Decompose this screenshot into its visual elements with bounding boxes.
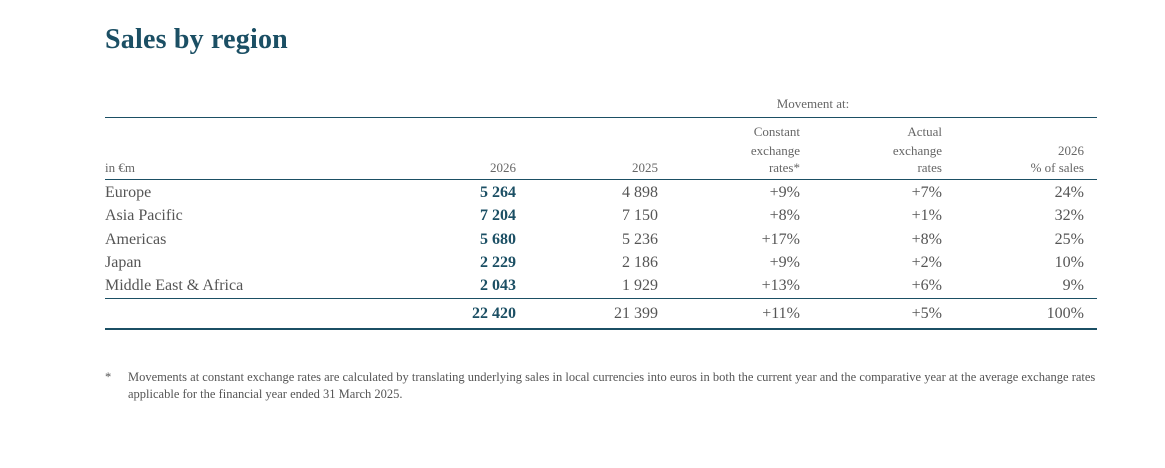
movement-header: Movement at: <box>776 96 850 111</box>
movement-constant-rates: +17% <box>761 231 800 248</box>
unit-label: in €m <box>105 160 135 175</box>
header-pct-line-1: 2026 <box>1058 143 1084 158</box>
header-cer-line-3: rates* <box>768 160 800 175</box>
movement-constant-rates: +8% <box>769 207 800 224</box>
header-cer-line-2: exchange <box>750 143 800 158</box>
total-sales-2026: 22 420 <box>472 305 516 322</box>
footnote-mark: * <box>105 370 112 384</box>
percent-of-sales: 24% <box>1054 184 1084 201</box>
region-name: Middle East & Africa <box>105 277 244 294</box>
table-row: Asia Pacific 7 204 7 150 +8% +1% 32% <box>105 204 1097 227</box>
sales-2026: 5 680 <box>480 231 516 248</box>
sales-2025: 2 186 <box>622 254 658 271</box>
sales-2025: 1 929 <box>622 277 658 294</box>
sales-2026: 5 264 <box>480 184 516 201</box>
header-cer-line-1: Constant <box>753 124 800 139</box>
percent-of-sales: 10% <box>1054 254 1084 271</box>
sales-2026: 2 043 <box>480 277 516 294</box>
movement-constant-rates: +9% <box>769 254 800 271</box>
percent-of-sales: 9% <box>1062 277 1084 294</box>
header-aer-line-2: exchange <box>892 143 942 158</box>
table-row: Middle East & Africa 2 043 1 929 +13% +6… <box>105 274 1097 297</box>
sales-2026: 7 204 <box>480 207 516 224</box>
footnote-text: Movements at constant exchange rates are… <box>128 370 1096 401</box>
percent-of-sales: 25% <box>1054 231 1084 248</box>
region-name: Asia Pacific <box>105 207 183 224</box>
total-top-rule <box>105 298 1097 299</box>
total-percent-of-sales: 100% <box>1046 305 1084 322</box>
sales-2025: 5 236 <box>622 231 658 248</box>
movement-constant-rates: +13% <box>761 277 800 294</box>
sales-2026: 2 229 <box>480 254 516 271</box>
region-name: Europe <box>105 184 152 201</box>
header-aer-line-1: Actual <box>907 124 942 139</box>
table-row: Japan 2 229 2 186 +9% +2% 10% <box>105 251 1097 274</box>
table-bottom-rule <box>105 328 1097 330</box>
movement-actual-rates: +7% <box>911 184 942 201</box>
header-top-rule <box>105 117 1097 118</box>
total-sales-2025: 21 399 <box>614 305 658 322</box>
total-movement-constant-rates: +11% <box>762 305 800 322</box>
header-2025: 2025 <box>632 160 658 175</box>
total-row: 22 420 21 399 +11% +5% 100% <box>105 302 1097 325</box>
percent-of-sales: 32% <box>1054 207 1084 224</box>
total-movement-actual-rates: +5% <box>911 305 942 322</box>
table-row: Americas 5 680 5 236 +17% +8% 25% <box>105 228 1097 251</box>
header-bottom-rule <box>105 179 1097 180</box>
region-name: Americas <box>105 231 167 248</box>
sales-2025: 7 150 <box>622 207 658 224</box>
header-pct-line-2: % of sales <box>1030 160 1084 175</box>
movement-actual-rates: +1% <box>911 207 942 224</box>
page-title: Sales by region <box>105 24 288 55</box>
movement-actual-rates: +8% <box>911 231 942 248</box>
movement-constant-rates: +9% <box>769 184 800 201</box>
header-2026: 2026 <box>490 160 516 175</box>
region-name: Japan <box>105 254 142 271</box>
sales-2025: 4 898 <box>622 184 658 201</box>
header-aer-line-3: rates <box>917 160 942 175</box>
table-row: Europe 5 264 4 898 +9% +7% 24% <box>105 181 1097 204</box>
movement-actual-rates: +6% <box>911 277 942 294</box>
movement-actual-rates: +2% <box>911 254 942 271</box>
